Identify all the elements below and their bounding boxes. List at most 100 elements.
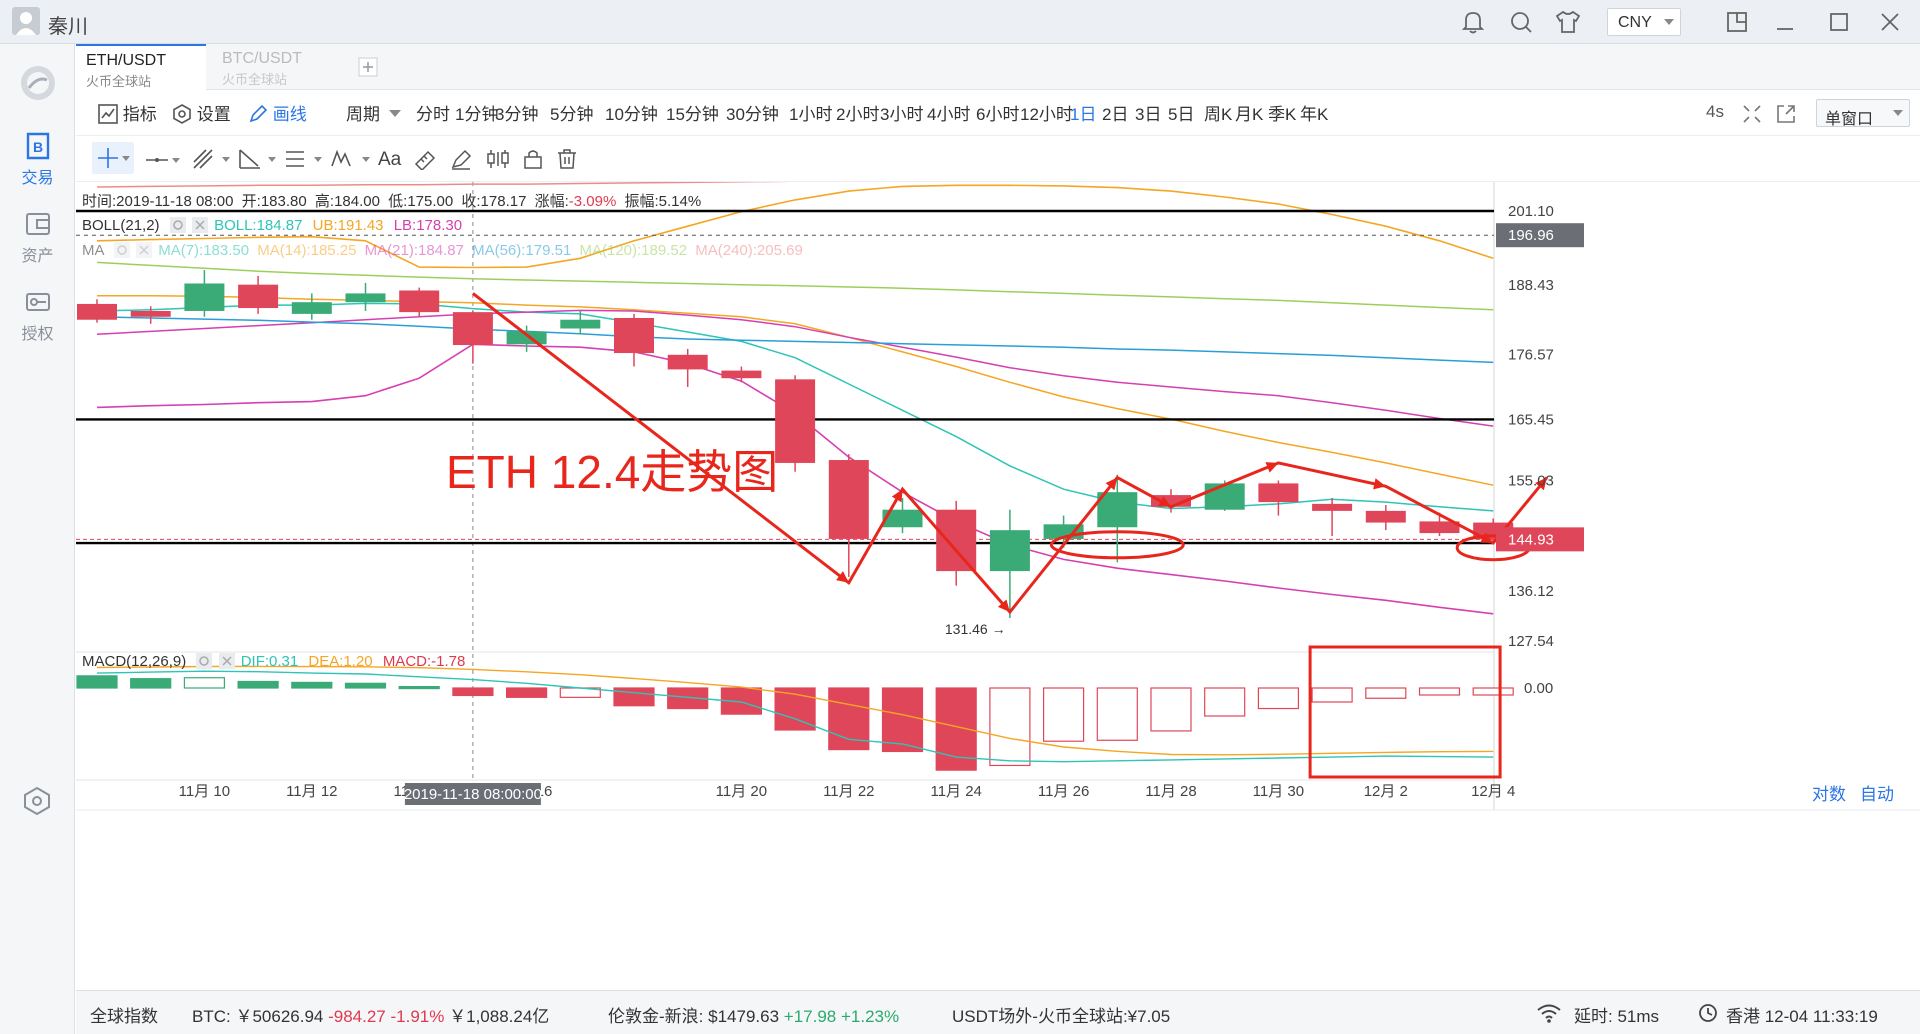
app-logo-icon[interactable] (19, 64, 57, 102)
btc-ticker: BTC: ￥50626.94 -984.27 -1.91% ￥1,088.24亿 (192, 1002, 549, 1027)
hline-tool-icon[interactable] (146, 150, 182, 170)
currency-select[interactable]: CNY (1607, 8, 1681, 36)
period-option[interactable]: 季K (1268, 105, 1297, 124)
macd-histogram-bar (183, 677, 226, 689)
period-option[interactable]: 1日 (1070, 105, 1097, 124)
period-option[interactable]: 5分钟 (550, 105, 594, 124)
period-option[interactable]: 6小时 (976, 105, 1020, 124)
period-option[interactable]: 12小时 (1020, 105, 1073, 124)
brush-tool-icon[interactable] (450, 148, 474, 170)
settings-hex-icon[interactable] (22, 786, 52, 816)
sidebar: B 交易 资产 授权 (0, 44, 75, 1034)
wave-tool-icon[interactable] (330, 148, 372, 170)
macd-dif-line (96, 670, 1494, 763)
maximize-icon[interactable] (1828, 11, 1850, 33)
bell-icon[interactable] (1460, 9, 1486, 35)
period-option[interactable]: 3小时 (880, 105, 924, 124)
export-icon[interactable] (1776, 104, 1796, 124)
x-tick-label: 11月 10 (179, 783, 230, 800)
macd-histogram-bar (720, 687, 763, 715)
log-scale-toggle[interactable]: 对数 (1812, 785, 1846, 804)
legend-gear-icon[interactable] (169, 217, 188, 233)
trend-arrowhead (836, 571, 849, 583)
settings-button[interactable]: 设置 (172, 100, 231, 125)
period-option[interactable]: 年K (1300, 105, 1329, 124)
period-option[interactable]: 1小时 (789, 105, 833, 124)
candle-body (1365, 510, 1406, 523)
indicators-button[interactable]: 指标 (98, 100, 157, 125)
low-value: 175.00 (407, 193, 454, 210)
minimize-icon[interactable] (1774, 11, 1796, 33)
gold-ticker: 伦敦金-新浪: $1479.63 +17.98 +1.23% (608, 1002, 899, 1027)
macd-histogram-bar (1418, 687, 1461, 696)
tab-btc-usdt[interactable]: BTC/USDT 火币全球站 (206, 44, 336, 90)
period-option[interactable]: 月K (1235, 105, 1264, 124)
close-icon[interactable] (1879, 11, 1901, 33)
period-option[interactable]: 5日 (1168, 105, 1195, 124)
auto-scale-toggle[interactable]: 自动 (1860, 785, 1894, 804)
gold-pct: +1.23% (840, 1007, 900, 1026)
legend-close-icon[interactable] (218, 653, 237, 669)
candle-body (77, 303, 117, 320)
sidebar-item-label: 资产 (21, 248, 54, 265)
user-avatar-icon[interactable] (12, 7, 40, 35)
shirt-icon[interactable] (1554, 9, 1582, 35)
draw-button[interactable]: 画线 (248, 100, 307, 125)
support-highlight-ellipse (1049, 530, 1185, 560)
draw-label: 画线 (272, 105, 307, 124)
sidebar-item-authorize[interactable]: 授权 (0, 288, 75, 344)
search-icon[interactable] (1508, 9, 1534, 35)
trend-arrowhead (1373, 478, 1386, 490)
macd-zero-tick: 0.00 (1524, 680, 1553, 697)
period-option[interactable]: 15分钟 (666, 105, 719, 124)
period-option[interactable]: 3分钟 (495, 105, 539, 124)
period-option[interactable]: 2日 (1102, 105, 1129, 124)
add-tab-icon[interactable] (358, 57, 378, 77)
legend-close-icon[interactable] (191, 217, 210, 233)
candle-body (721, 370, 762, 379)
tab-pair: ETH/USDT (86, 52, 166, 69)
legend-gear-icon[interactable] (196, 653, 214, 669)
period-option[interactable]: 分时 (416, 105, 450, 124)
trendline-tool-icon[interactable] (192, 148, 232, 170)
candle-tool-icon[interactable] (486, 148, 510, 170)
crosshair-time-tag (404, 783, 541, 805)
chart-area[interactable]: 131.46 → 201.10 188.43 176.57 165.45 155.03 13… (76, 182, 1920, 982)
trash-icon[interactable] (556, 148, 578, 170)
sidebar-item-trade[interactable]: B 交易 (0, 132, 75, 188)
legend-gear-icon[interactable] (113, 242, 132, 258)
candle-body (1097, 492, 1138, 528)
period-dropdown[interactable]: 周期 (346, 100, 401, 125)
legend-close-icon[interactable] (136, 242, 154, 258)
period-option[interactable]: 10分钟 (605, 105, 658, 124)
y-tick-label: 165.45 (1508, 411, 1554, 428)
period-option[interactable]: 30分钟 (726, 105, 779, 124)
btc-pct: -1.91% (390, 1007, 445, 1026)
angle-tool-icon[interactable] (238, 148, 278, 170)
period-option[interactable]: 1分钟 (455, 105, 499, 124)
caret-down-icon (388, 110, 401, 117)
period-option[interactable]: 2小时 (836, 105, 880, 124)
window-mode-select[interactable]: 单窗口 (1816, 99, 1910, 128)
candle-body (1151, 495, 1191, 507)
period-option[interactable]: 4小时 (927, 105, 971, 124)
btc-volume: ￥1,088.24亿 (449, 1007, 550, 1026)
sidebar-item-assets[interactable]: 资产 (0, 210, 75, 266)
ruler-tool-icon[interactable] (414, 148, 438, 170)
tab-eth-usdt[interactable]: ETH/USDT 火币全球站 (76, 44, 206, 90)
crosshair-tool[interactable] (92, 142, 134, 174)
ma-line-MA(56) (96, 316, 1494, 364)
kline-chart[interactable]: 131.46 → 201.10 188.43 176.57 165.45 155.03 13… (76, 182, 1920, 990)
text-tool-icon[interactable]: Aa (378, 146, 404, 170)
candle-body (238, 284, 279, 309)
pin-window-icon[interactable] (1726, 11, 1748, 33)
y-tick-label: 155.03 (1508, 472, 1554, 489)
refresh-interval[interactable]: 4s (1706, 102, 1724, 121)
fib-tool-icon[interactable] (284, 148, 324, 170)
global-index-label[interactable]: 全球指数 (90, 1007, 158, 1026)
candle-body (667, 354, 708, 370)
period-option[interactable]: 3日 (1135, 105, 1162, 124)
lock-tool-icon[interactable] (522, 148, 544, 170)
collapse-icon[interactable] (1742, 104, 1762, 124)
period-option[interactable]: 周K (1204, 105, 1233, 124)
